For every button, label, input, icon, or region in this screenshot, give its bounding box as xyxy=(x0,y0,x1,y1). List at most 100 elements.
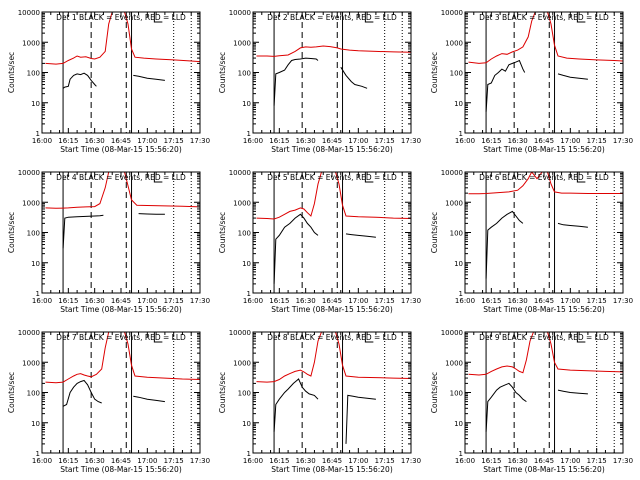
y-tick-label: 1000 xyxy=(233,39,251,47)
x-tick-label: 17:00 xyxy=(348,297,368,305)
x-tick-label: 16:30 xyxy=(85,297,105,305)
series-line-events xyxy=(340,66,368,89)
x-tick-label: 17:30 xyxy=(613,457,633,465)
plot-frame xyxy=(252,11,412,134)
y-axis-label: Counts/sec xyxy=(218,52,227,93)
x-tick-label: 17:30 xyxy=(190,297,210,305)
series-line-lld xyxy=(468,332,623,376)
y-tick-label: 1 xyxy=(459,130,463,138)
x-tick-label: 16:45 xyxy=(111,297,131,305)
x-axis-label: Start Time (08-Mar-15 15:56:20) xyxy=(483,465,605,474)
x-axis-label: Start Time (08-Mar-15 15:56:20) xyxy=(271,465,393,474)
series-line-events xyxy=(557,73,588,80)
x-tick-label: 16:00 xyxy=(243,297,263,305)
y-tick-label: 100 xyxy=(238,70,251,78)
y-tick-label: 10000 xyxy=(441,169,463,177)
y-tick-label: 1000 xyxy=(445,359,463,367)
plot-frame xyxy=(41,171,201,294)
y-axis-label: Counts/sec xyxy=(430,52,439,93)
x-tick-label: 16:00 xyxy=(32,297,52,305)
x-tick-label: 17:30 xyxy=(401,137,421,145)
series-line-events xyxy=(62,214,104,249)
panel-det-2: 1 10 100 1000 10000 16:00 16:15 16:30 16:45 17:00… xyxy=(218,9,421,154)
x-tick-label: 17:00 xyxy=(137,457,157,465)
panel-det-4: 1 10 100 1000 10000 16:00 16:15 16:30 16:45 17:00… xyxy=(7,169,210,314)
x-tick-label: 17:15 xyxy=(164,297,184,305)
panel-title: Det 7 BLACK = Events, RED = LLD xyxy=(56,333,186,342)
x-tick-label: 17:00 xyxy=(137,297,157,305)
series-line-lld xyxy=(256,45,411,57)
x-tick-label: 16:15 xyxy=(481,137,501,145)
panel-title: Det 5 BLACK = Events, RED = LLD xyxy=(267,173,397,182)
panel-title: Det 3 BLACK = Events, RED = LLD xyxy=(479,13,609,22)
x-tick-label: 17:30 xyxy=(190,457,210,465)
series-line-lld xyxy=(45,12,200,65)
x-tick-label: 16:15 xyxy=(269,457,289,465)
series-line-events xyxy=(133,395,165,403)
series-line-lld xyxy=(256,172,411,220)
y-tick-label: 10 xyxy=(454,100,463,108)
y-tick-label: 1 xyxy=(247,450,251,458)
series-line-events xyxy=(138,213,165,215)
series-group xyxy=(468,332,623,432)
series-line-events xyxy=(62,72,97,89)
x-axis-label: Start Time (08-Mar-15 15:56:20) xyxy=(60,305,182,314)
y-tick-label: 1000 xyxy=(233,359,251,367)
x-tick-label: 16:45 xyxy=(322,297,342,305)
y-tick-label: 10 xyxy=(454,260,463,268)
plot-frame xyxy=(464,331,624,454)
x-axis-label: Start Time (08-Mar-15 15:56:20) xyxy=(271,305,393,314)
y-axis-label: Counts/sec xyxy=(430,372,439,413)
x-tick-label: 17:00 xyxy=(560,457,580,465)
panel-det-6: 1 10 100 1000 10000 16:00 16:15 16:30 16:45 17:00… xyxy=(430,169,633,314)
x-tick-label: 16:15 xyxy=(481,457,501,465)
series-line-events xyxy=(485,59,526,112)
series-line-events xyxy=(273,213,319,284)
series-line-events xyxy=(557,222,588,228)
panel-title: Det 2 BLACK = Events, RED = LLD xyxy=(267,13,397,22)
y-tick-label: 1 xyxy=(459,290,463,298)
y-tick-label: 1000 xyxy=(22,199,40,207)
plot-frame xyxy=(464,171,624,294)
x-tick-label: 17:00 xyxy=(560,297,580,305)
y-tick-label: 1 xyxy=(459,450,463,458)
y-tick-label: 10 xyxy=(31,260,40,268)
time-marker xyxy=(364,172,374,183)
x-tick-label: 17:30 xyxy=(613,297,633,305)
series-group xyxy=(45,12,200,89)
y-tick-label: 10 xyxy=(242,260,251,268)
y-tick-label: 10 xyxy=(31,100,40,108)
x-tick-label: 16:15 xyxy=(481,297,501,305)
x-tick-label: 17:30 xyxy=(401,457,421,465)
y-axis-label: Counts/sec xyxy=(7,372,16,413)
y-axis-label: Counts/sec xyxy=(218,212,227,253)
x-tick-label: 16:00 xyxy=(32,137,52,145)
series-group xyxy=(256,172,411,284)
y-tick-label: 1000 xyxy=(445,199,463,207)
x-tick-label: 16:30 xyxy=(508,297,528,305)
x-axis-label: Start Time (08-Mar-15 15:56:20) xyxy=(271,145,393,154)
y-tick-label: 1000 xyxy=(445,39,463,47)
plot-frame xyxy=(464,11,624,134)
y-tick-label: 10000 xyxy=(18,329,40,337)
y-tick-label: 100 xyxy=(27,230,40,238)
time-marker xyxy=(576,172,586,183)
panel-det-5: 1 10 100 1000 10000 16:00 16:15 16:30 16:45 17:00… xyxy=(218,169,421,314)
series-line-events xyxy=(133,74,165,81)
series-line-events xyxy=(345,233,376,238)
series-group xyxy=(256,45,411,106)
x-axis-label: Start Time (08-Mar-15 15:56:20) xyxy=(60,465,182,474)
series-line-lld xyxy=(256,332,411,383)
x-tick-label: 16:30 xyxy=(508,457,528,465)
x-tick-label: 16:00 xyxy=(455,137,475,145)
panel-det-7: 1 10 100 1000 10000 16:00 16:15 16:30 16:45 17:00… xyxy=(7,329,210,474)
x-tick-label: 16:15 xyxy=(58,457,78,465)
y-tick-label: 100 xyxy=(238,390,251,398)
panel-title: Det 4 BLACK = Events, RED = LLD xyxy=(56,173,186,182)
x-axis-label: Start Time (08-Mar-15 15:56:20) xyxy=(483,305,605,314)
series-line-events xyxy=(345,394,376,444)
series-line-events xyxy=(62,379,102,407)
y-tick-label: 1 xyxy=(36,290,40,298)
y-tick-label: 10 xyxy=(242,100,251,108)
